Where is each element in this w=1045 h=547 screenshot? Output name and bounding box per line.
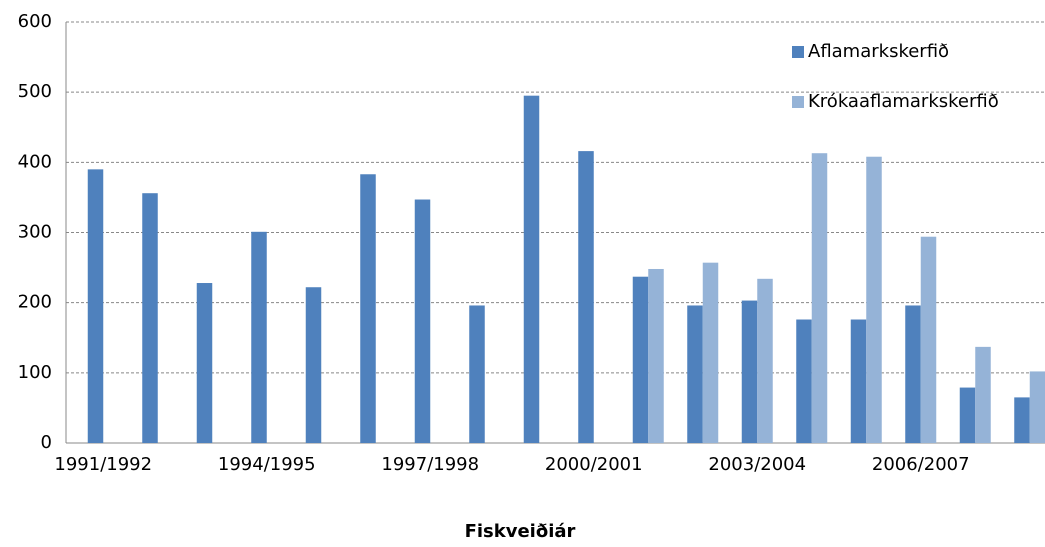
- y-tick-label: 500: [18, 81, 52, 102]
- bar: [687, 305, 703, 443]
- legend-label: Aflamarkskerfið: [808, 41, 949, 62]
- x-tick-label: 2003/2004: [708, 454, 806, 475]
- legend-swatch: [792, 46, 804, 58]
- bar: [469, 305, 485, 443]
- bar: [920, 236, 937, 443]
- y-tick-label: 300: [18, 222, 52, 243]
- y-tick-label: 600: [18, 11, 52, 32]
- bar: [142, 193, 158, 443]
- x-tick-label: 1997/1998: [381, 454, 479, 475]
- bar: [196, 283, 213, 443]
- y-tick-label: 400: [18, 151, 52, 172]
- x-axis-title: Fiskveiðiár: [465, 521, 576, 542]
- bar: [811, 153, 828, 443]
- y-tick-label: 100: [18, 362, 52, 383]
- bar: [523, 95, 540, 444]
- bar: [360, 174, 376, 444]
- bar: [1014, 397, 1030, 443]
- legend-swatch: [792, 96, 804, 108]
- bar: [414, 199, 431, 443]
- bar: [975, 346, 991, 443]
- bar: [905, 305, 921, 443]
- bar: [702, 262, 719, 443]
- bar: [251, 231, 267, 443]
- bar: [632, 276, 649, 443]
- x-tick-label: 1994/1995: [218, 454, 316, 475]
- bar: [87, 169, 104, 443]
- bar: [578, 151, 594, 443]
- x-tick-label: 2006/2007: [872, 454, 970, 475]
- bar: [866, 156, 882, 443]
- x-tick-label: 2000/2001: [545, 454, 643, 475]
- bar: [648, 268, 664, 443]
- y-tick-label: 200: [18, 292, 52, 313]
- bar: [757, 278, 773, 443]
- legend-label: Krókaaflamarkskerfið: [808, 91, 999, 112]
- bar: [305, 287, 322, 443]
- bar: [741, 300, 758, 443]
- bar: [1029, 371, 1045, 443]
- bar: [796, 319, 812, 443]
- bar: [959, 387, 976, 443]
- bar: [850, 319, 867, 443]
- y-tick-label: 0: [41, 432, 52, 453]
- x-tick-label: 1991/1992: [54, 454, 152, 475]
